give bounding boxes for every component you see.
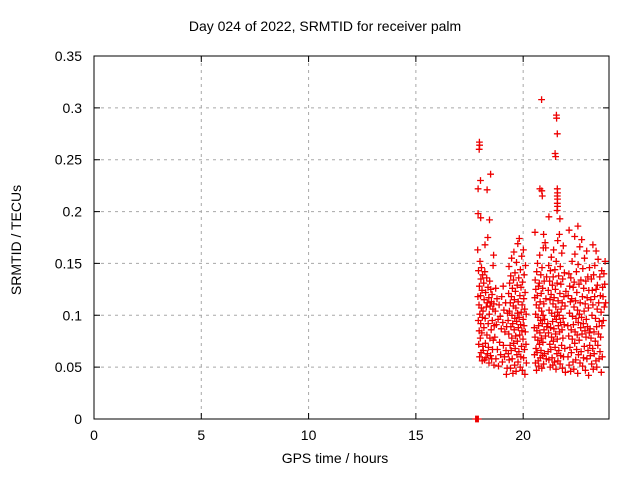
axis-ticks [93,55,609,420]
y-tick-label: 0 [74,411,82,427]
x-tick-label: 0 [90,427,98,443]
y-tick-label: 0.25 [55,152,82,168]
y-tick-label: 0.35 [55,48,82,64]
x-tick-label: 20 [515,427,531,443]
data-points [472,96,609,423]
y-tick-label: 0.3 [63,100,83,116]
chart-title: Day 024 of 2022, SRMTID for receiver pal… [189,18,461,34]
y-tick-label: 0.15 [55,255,82,271]
gridlines [94,55,609,419]
y-tick-label: 0.1 [63,307,83,323]
x-axis-label: GPS time / hours [282,450,389,466]
tick-marks-path [93,55,609,420]
y-tick-label: 0.2 [63,204,83,220]
plot-border [93,55,610,420]
x-tick-label: 10 [301,427,317,443]
x-tick-label: 5 [197,427,205,443]
x-tick-label: 15 [408,427,424,443]
y-tick-label: 0.05 [55,359,82,375]
y-axis-label: SRMTID / TECUs [8,185,24,295]
grid-path [94,55,609,419]
tick-labels: 0 5 10 15 20 0 0.05 0.1 0.15 0.2 0.25 0.3 0.35 [55,48,531,443]
